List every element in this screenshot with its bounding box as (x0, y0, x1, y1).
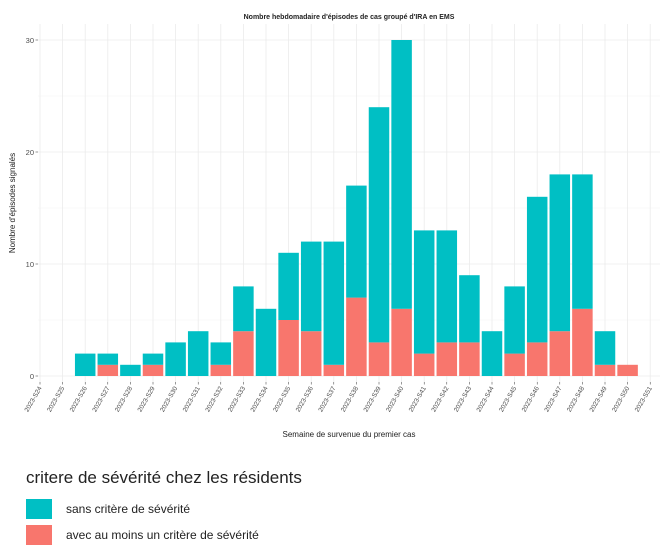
bar-avec-critere (526, 342, 548, 376)
bar-sans-critere (142, 353, 164, 365)
x-tick-label: 2023-S30 (159, 385, 179, 413)
bar-sans-critere (436, 230, 458, 343)
y-axis-label: Nombre d'épisodes signalés (8, 153, 17, 253)
x-tick-label: 2023-S29 (137, 385, 157, 413)
bar-sans-critere (97, 353, 119, 365)
y-tick-label: 30 (26, 36, 34, 45)
bar-sans-critere (346, 185, 367, 298)
legend-item-sans-critere: sans critère de sévérité (26, 498, 302, 520)
x-tick-label: 2023-S34 (250, 385, 270, 413)
bar-avec-critere (413, 353, 435, 376)
legend-label: sans critère de sévérité (66, 502, 191, 516)
bar-sans-critere (233, 286, 254, 332)
x-tick-label: 2023-S40 (385, 385, 405, 413)
bar-sans-critere (594, 331, 616, 365)
x-tick-label: 2023-S41 (408, 385, 428, 413)
x-tick-label: 2023-S47 (543, 385, 563, 413)
bar-avec-critere (572, 308, 593, 376)
x-tick-label: 2023-S35 (272, 385, 292, 413)
x-tick-label: 2023-S32 (204, 385, 224, 413)
bar-sans-critere (187, 331, 209, 376)
legend: critere de sévérité chez les résidents s… (26, 468, 302, 550)
bar-sans-critere (526, 196, 548, 343)
bar-sans-critere (391, 40, 412, 309)
bar-avec-critere (459, 342, 480, 376)
x-tick-label: 2023-S38 (340, 385, 360, 413)
x-tick-label: 2023-S51 (634, 385, 654, 413)
y-axis-ticks: 0 10 20 30 (26, 36, 38, 381)
bar-sans-critere (504, 286, 525, 354)
bars (74, 40, 638, 376)
x-tick-label: 2023-S42 (430, 385, 450, 413)
x-tick-label: 2023-S36 (295, 385, 315, 413)
x-tick-label: 2023-S27 (91, 385, 111, 413)
bar-avec-critere (346, 297, 367, 376)
x-tick-label: 2023-S43 (453, 385, 473, 413)
legend-swatch-teal (26, 499, 52, 519)
bar-avec-critere (210, 364, 232, 376)
bar-avec-critere (368, 342, 390, 376)
x-tick-label: 2023-S39 (363, 385, 383, 413)
bar-sans-critere (300, 241, 322, 332)
bar-sans-critere (120, 364, 141, 376)
bar-sans-critere (413, 230, 435, 354)
x-tick-label: 2023-S33 (227, 385, 247, 413)
bar-avec-critere (97, 364, 119, 376)
bar-avec-critere (233, 331, 254, 376)
legend-item-avec-critere: avec au moins un critère de sévérité (26, 524, 302, 546)
x-tick-label: 2023-S44 (476, 385, 496, 413)
x-tick-label: 2023-S37 (317, 385, 337, 413)
x-tick-label: 2023-S49 (589, 385, 609, 413)
x-tick-label: 2023-S28 (114, 385, 134, 413)
bar-avec-critere (323, 364, 345, 376)
bar-avec-critere (391, 308, 412, 376)
chart: 0 10 20 30 2023-S24 2023-S25 2023-S26 2023-S27… (8, 14, 660, 439)
bar-avec-critere (278, 320, 299, 376)
x-tick-label: 2023-S26 (69, 385, 89, 413)
x-tick-label: 2023-S25 (46, 385, 66, 413)
bar-sans-critere (255, 308, 277, 376)
bar-sans-critere (323, 241, 345, 365)
y-tick-label: 20 (26, 148, 34, 157)
x-axis-ticks: 2023-S24 2023-S25 2023-S26 2023-S27 2023-S28… (24, 382, 654, 413)
bar-avec-critere (549, 331, 571, 376)
bar-avec-critere (142, 364, 164, 376)
legend-title: critere de sévérité chez les résidents (26, 468, 302, 487)
bar-sans-critere (278, 252, 299, 320)
bar-sans-critere (210, 342, 232, 365)
bar-avec-critere (300, 331, 322, 376)
x-axis-label: Semaine de survenue du premier cas (283, 430, 416, 439)
bar-sans-critere (459, 275, 480, 343)
x-tick-label: 2023-S46 (521, 385, 541, 413)
bar-avec-critere (504, 353, 525, 376)
x-tick-label: 2023-S48 (566, 385, 586, 413)
bar-avec-critere (617, 364, 638, 376)
bar-sans-critere (74, 353, 96, 376)
chart-title: Nombre hebdomadaire d'épisodes de cas gr… (244, 14, 455, 21)
bar-avec-critere (436, 342, 458, 376)
y-tick-label: 10 (26, 260, 34, 269)
bar-avec-critere (594, 364, 616, 376)
bar-sans-critere (572, 174, 593, 309)
x-tick-label: 2023-S31 (182, 385, 202, 413)
bar-sans-critere (549, 174, 571, 332)
bar-sans-critere (165, 342, 186, 376)
y-tick-label: 0 (30, 372, 34, 381)
x-tick-label: 2023-S24 (24, 385, 44, 413)
bar-sans-critere (481, 331, 503, 376)
legend-swatch-salmon (26, 525, 52, 545)
x-tick-label: 2023-S50 (611, 385, 631, 413)
x-tick-label: 2023-S45 (498, 385, 518, 413)
bar-sans-critere (368, 107, 390, 343)
legend-label: avec au moins un critère de sévérité (66, 528, 259, 542)
